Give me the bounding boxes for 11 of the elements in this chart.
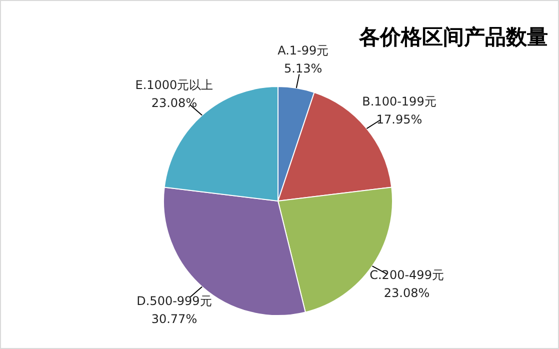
data-label: 17.95% [376,112,422,127]
slice-label: B.100-199元 [362,94,436,109]
data-label: 5.13% [284,61,322,76]
slice-label: D.500-999元 [136,294,212,308]
chart-title: 各价格区间产品数量 [359,24,548,51]
slice-label: A.1-99元 [278,43,329,58]
data-label: 30.77% [151,312,198,326]
data-label: 23.08% [384,286,430,300]
slice-label: C.200-499元 [370,268,444,282]
slice-label: E.1000元以上 [135,78,214,92]
data-label: 23.08% [151,96,198,110]
